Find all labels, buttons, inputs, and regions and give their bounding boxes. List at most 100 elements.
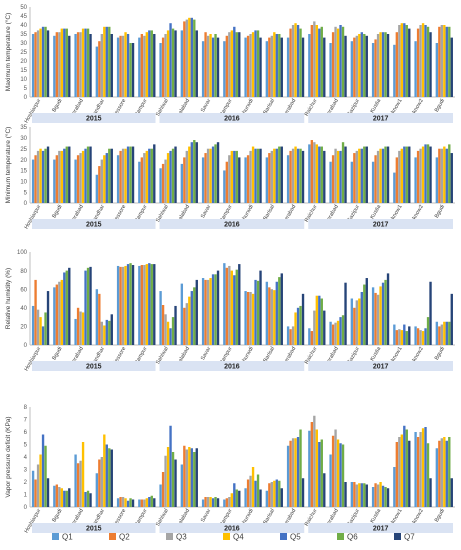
bar-q2-3 — [76, 32, 80, 98]
bar-q6-2 — [65, 490, 68, 507]
y-tick-label: 7 — [24, 418, 28, 424]
bar-q1-2 — [53, 485, 56, 507]
y-tick-label: 8 — [24, 405, 28, 411]
year-group-band — [308, 113, 453, 123]
bar-q7-12 — [280, 37, 283, 97]
legend-label: Q7 — [404, 533, 415, 542]
bar-q7-7 — [174, 146, 177, 203]
bar-q7-10 — [238, 490, 241, 507]
x-category-label: Barisal — [263, 508, 277, 526]
y-tick-label: 5 — [24, 443, 28, 449]
bar-q5-2 — [63, 28, 66, 98]
bar-q1-20 — [435, 157, 439, 203]
bar-q1-3 — [74, 454, 77, 507]
bar-q6-9 — [214, 274, 217, 345]
bar-q1-2 — [53, 287, 56, 345]
bar-q6-3 — [86, 146, 90, 203]
year-group-label: 2015 — [86, 222, 102, 229]
bar-q3-15 — [334, 148, 337, 203]
bar-q5-16 — [360, 32, 363, 98]
bar-q7-19 — [429, 281, 432, 345]
bar-q7-4 — [110, 314, 113, 345]
chart-panel-1: 0 5 10 15 20 25 30 35 40 45 50 Maximum temperature … — [4, 5, 455, 124]
bar-q7-8 — [195, 279, 198, 345]
bar-q3-6 — [143, 265, 146, 345]
bar-q5-2 — [63, 490, 66, 507]
bar-q2-10 — [225, 35, 229, 97]
bar-q2-17 — [374, 155, 377, 203]
bar-q3-7 — [164, 455, 167, 507]
bar-q6-16 — [363, 146, 366, 203]
bar-q1-6 — [138, 265, 141, 345]
bar-q7-14 — [323, 37, 326, 97]
x-category-label: Kustia — [370, 345, 383, 362]
bar-q6-4 — [108, 320, 111, 345]
bar-q4-10 — [230, 150, 233, 203]
bar-q5-3 — [84, 148, 87, 203]
bar-q1-12 — [265, 490, 269, 507]
bar-q5-20 — [445, 26, 448, 97]
bar-q1-19 — [414, 157, 417, 203]
bar-q2-17 — [374, 39, 377, 97]
bar-q2-13 — [289, 150, 292, 203]
bar-q4-2 — [60, 28, 63, 98]
bar-q6-16 — [363, 284, 366, 345]
bar-q6-5 — [129, 498, 132, 507]
legend-swatch-q2 — [109, 533, 116, 540]
bar-q7-8 — [195, 448, 198, 507]
bar-q2-19 — [416, 437, 420, 507]
bar-q7-7 — [174, 459, 177, 507]
bar-q2-1 — [34, 32, 37, 98]
bar-q3-1 — [36, 30, 40, 97]
bar-q5-9 — [211, 146, 215, 203]
y-tick-label: 0 — [24, 95, 28, 101]
bar-q3-7 — [164, 34, 167, 97]
bar-q2-10 — [225, 267, 229, 345]
bar-q5-2 — [63, 272, 66, 345]
bar-q4-7 — [166, 321, 170, 345]
bar-q2-17 — [374, 292, 377, 345]
year-group-band — [308, 523, 453, 533]
bar-q3-20 — [440, 324, 443, 345]
bar-q5-4 — [105, 26, 108, 97]
bar-q6-19 — [426, 443, 430, 507]
bar-q1-16 — [350, 482, 354, 507]
bar-q1-4 — [95, 289, 99, 345]
bar-q2-14 — [310, 140, 314, 203]
bar-q3-12 — [270, 35, 273, 97]
bar-q5-5 — [126, 34, 130, 97]
bar-q2-7 — [161, 37, 165, 97]
bar-q1-15 — [329, 321, 332, 345]
bar-q4-8 — [188, 447, 191, 507]
bar-q6-18 — [405, 331, 408, 345]
y-tick-label: 20 — [20, 158, 27, 164]
bar-q6-18 — [405, 146, 408, 203]
bar-q6-2 — [65, 270, 68, 345]
bar-q6-4 — [108, 26, 111, 97]
bar-q5-16 — [360, 483, 363, 507]
bar-q2-2 — [55, 32, 59, 98]
y-tick-label: 0 — [24, 343, 28, 349]
bar-q3-11 — [249, 475, 252, 507]
bar-q3-8 — [185, 303, 188, 345]
bar-q5-19 — [424, 144, 427, 203]
bar-q4-6 — [145, 150, 148, 203]
bar-q5-6 — [148, 263, 151, 345]
bar-q6-5 — [129, 146, 132, 203]
bar-q5-13 — [296, 307, 300, 345]
bar-q6-11 — [256, 30, 260, 97]
bar-q6-14 — [320, 298, 323, 345]
bar-q4-19 — [421, 23, 425, 98]
bar-q2-14 — [310, 331, 314, 345]
bar-q1-2 — [53, 159, 56, 203]
bar-q2-11 — [246, 291, 250, 345]
bar-q6-1 — [44, 312, 47, 345]
bar-q7-18 — [408, 28, 411, 98]
bar-q5-10 — [233, 275, 236, 345]
bar-q1-16 — [350, 161, 354, 203]
bar-q3-4 — [100, 321, 103, 345]
bar-q4-8 — [188, 296, 191, 345]
bar-q6-5 — [129, 43, 132, 97]
y-tick-label: 15 — [20, 68, 27, 74]
